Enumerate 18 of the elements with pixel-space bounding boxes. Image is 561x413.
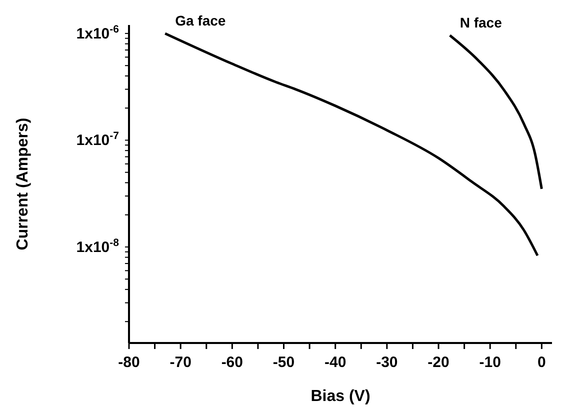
y-tick-label: 1x10$^{-8}$ xyxy=(76,236,120,256)
x-tick-label: -50 xyxy=(272,354,295,371)
x-tick-label: -80 xyxy=(118,354,140,371)
x-tick-label: -10 xyxy=(479,354,501,371)
series-label: N face xyxy=(460,14,502,30)
x-tick-label: -20 xyxy=(428,354,450,371)
y-tick-label: 1x10$^{-6}$ xyxy=(76,23,120,42)
series-label: Ga face xyxy=(175,12,226,28)
x-tick-label: -30 xyxy=(376,354,398,371)
y-axis-title: Current (Ampers) xyxy=(14,118,32,250)
x-tick-label: 0 xyxy=(538,354,546,371)
line-series xyxy=(164,32,539,257)
y-tick-label: 1x10$^{-7}$ xyxy=(76,130,120,150)
x-tick-label: -60 xyxy=(221,354,244,371)
x-tick-label: -40 xyxy=(324,354,346,371)
line-series xyxy=(448,34,543,190)
x-axis-title: Bias (V) xyxy=(310,388,370,405)
x-tick-label: -70 xyxy=(170,354,192,371)
